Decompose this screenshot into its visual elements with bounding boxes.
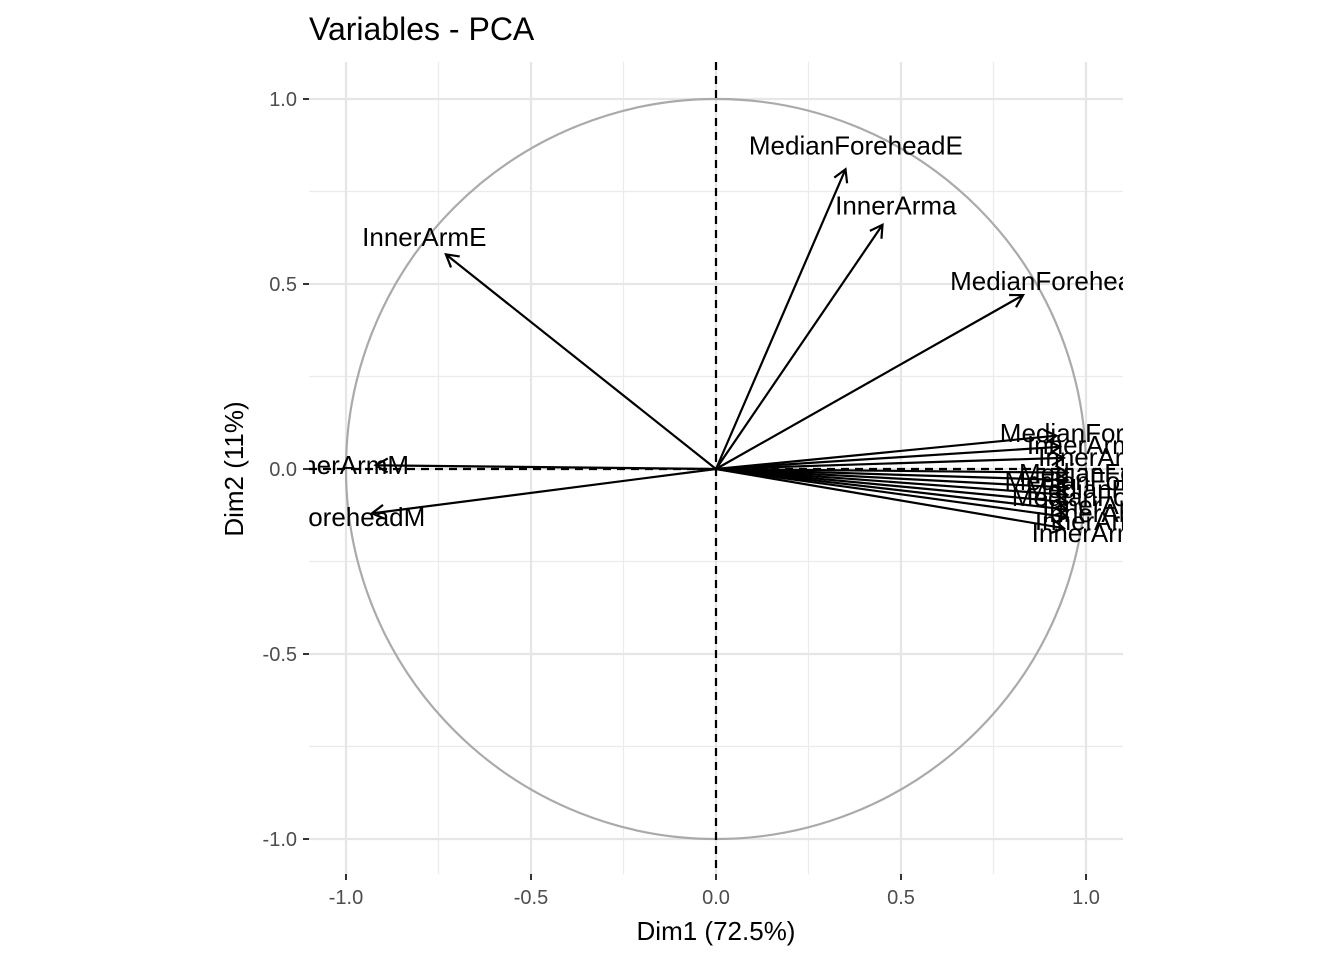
arrow-head: [444, 253, 460, 268]
arrow-head: [1054, 464, 1070, 481]
x-axis-title: Dim1 (72.5%): [637, 916, 796, 946]
variable-label: MedianForeheac: [950, 266, 1145, 296]
variable-labels: MedianForeheadE InnerArma MedianForeheac In…: [263, 130, 1188, 548]
variable-arrow: [715, 293, 1026, 470]
y-tick-label: 0.0: [269, 459, 297, 481]
arrow-head: [369, 504, 386, 520]
chart-title: Variables - PCA: [309, 11, 535, 47]
variable-arrow: [715, 467, 1070, 517]
variable-label: InnerArmc: [1032, 518, 1152, 548]
variable-label: InnerArmE: [362, 222, 486, 252]
arrow-head: [1054, 478, 1070, 495]
y-tick-label: 0.5: [269, 274, 297, 296]
variable-label: MedianFore: [1026, 474, 1165, 504]
variable-arrow: [373, 457, 717, 474]
arrow-head: [1050, 450, 1066, 467]
variable-label: InnerArma: [835, 190, 957, 220]
arrow-head: [373, 457, 389, 474]
arrow-head: [1054, 507, 1070, 524]
y-axis-title: Dim2 (11%): [219, 401, 249, 536]
y-tick-label: -0.5: [263, 644, 297, 666]
x-tick-label: 0.0: [702, 887, 730, 909]
variable-label: anForeheadM: [263, 502, 425, 532]
variable-label: MedianForeh: [1019, 458, 1172, 488]
variable-arrow: [715, 222, 884, 470]
x-tick-label: 1.0: [1072, 887, 1100, 909]
x-tick-label: -1.0: [329, 887, 363, 909]
variable-label: MedianForeheadE: [749, 130, 963, 160]
variable-arrow: [715, 467, 1070, 495]
variable-label: InnerArm: [1042, 490, 1149, 520]
variable-arrow: [444, 253, 717, 470]
variable-arrow: [715, 450, 1066, 471]
x-tick-label: -0.5: [514, 887, 548, 909]
variable-arrow: [714, 167, 849, 470]
variable-label: MedianForehea: [1005, 466, 1188, 496]
variable-arrow: [715, 467, 1070, 488]
variable-arrow: [715, 467, 1070, 524]
variable-label: nnerArmM: [288, 450, 409, 480]
y-tick-label: 1.0: [269, 89, 297, 111]
arrow-head: [1050, 518, 1066, 535]
variable-arrow: [715, 467, 1070, 502]
arrow-head: [1009, 293, 1026, 308]
plot-panel: -1.0 -0.5 0.0 0.5 1.0 -1.0 -0.5 0.0 0.5 1.0: [263, 62, 1123, 909]
variable-arrow: [715, 467, 1070, 510]
plot-marks: [309, 62, 1123, 874]
arrow-head: [869, 222, 884, 239]
x-tick-label: 0.5: [887, 887, 915, 909]
arrow-head: [1054, 500, 1070, 517]
axes: -1.0 -0.5 0.0 0.5 1.0 -1.0 -0.5 0.0 0.5 1.0: [263, 89, 1100, 909]
variable-arrow: [715, 464, 1070, 481]
variable-label: InnerArmb: [1027, 430, 1148, 460]
arrow-head: [833, 167, 849, 184]
arrow-head: [1054, 493, 1070, 510]
variable-label: InnerArmd: [1035, 506, 1156, 536]
arrow-head: [1054, 471, 1070, 488]
variable-arrow: [715, 467, 1066, 535]
variable-label: MedianForehe: [1000, 418, 1168, 448]
y-tick-label: -1.0: [263, 829, 297, 851]
variable-label: InnerArm: [1042, 498, 1149, 528]
variable-label: MedianForehe: [1012, 482, 1180, 512]
variable-arrow: [369, 467, 717, 520]
variable-label: InnerArm: [1038, 442, 1145, 472]
arrow-head: [1054, 486, 1070, 502]
